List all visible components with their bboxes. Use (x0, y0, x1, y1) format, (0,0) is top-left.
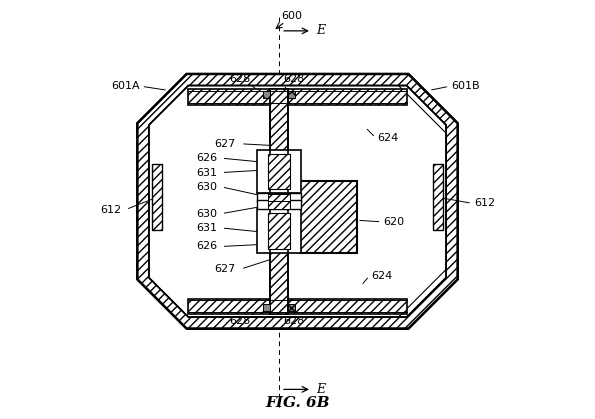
Bar (299, 181, 357, 253)
Text: FIG. 6B: FIG. 6B (265, 396, 330, 410)
Text: 612: 612 (100, 204, 121, 215)
Text: 630: 630 (196, 209, 217, 219)
Bar (257, 150, 301, 193)
Text: 630: 630 (196, 182, 217, 192)
Polygon shape (149, 85, 446, 317)
Bar (288, 91, 296, 98)
Bar (262, 304, 270, 311)
Text: 601A: 601A (111, 81, 139, 91)
Text: 624: 624 (378, 133, 399, 142)
Text: 624: 624 (371, 271, 393, 281)
Text: 627: 627 (215, 264, 236, 274)
Text: 631: 631 (196, 223, 217, 233)
Text: 628: 628 (283, 74, 305, 84)
Bar (257, 193, 301, 202)
Text: 612: 612 (474, 198, 495, 208)
Bar (257, 200, 301, 210)
Text: E: E (316, 24, 325, 37)
Text: E: E (316, 383, 325, 396)
Bar (268, 154, 290, 189)
Bar (268, 194, 290, 201)
PathPatch shape (137, 74, 458, 328)
Text: 631: 631 (196, 168, 217, 178)
Text: 600: 600 (281, 10, 302, 21)
Bar (257, 210, 301, 253)
Bar (262, 91, 270, 98)
Text: 628: 628 (230, 74, 250, 84)
Bar (270, 89, 288, 315)
Bar (433, 164, 443, 230)
Polygon shape (137, 74, 458, 328)
Text: 628: 628 (230, 316, 250, 326)
Text: 626: 626 (196, 241, 217, 251)
Text: 620: 620 (384, 217, 405, 227)
Bar (189, 299, 406, 315)
Text: 627: 627 (215, 139, 236, 149)
Bar (268, 213, 290, 249)
Text: 626: 626 (196, 153, 217, 163)
Bar (189, 89, 406, 104)
Text: 628: 628 (283, 316, 305, 326)
Bar (288, 304, 296, 311)
Bar (152, 164, 162, 230)
Text: 601B: 601B (452, 81, 480, 91)
Bar (268, 201, 290, 209)
